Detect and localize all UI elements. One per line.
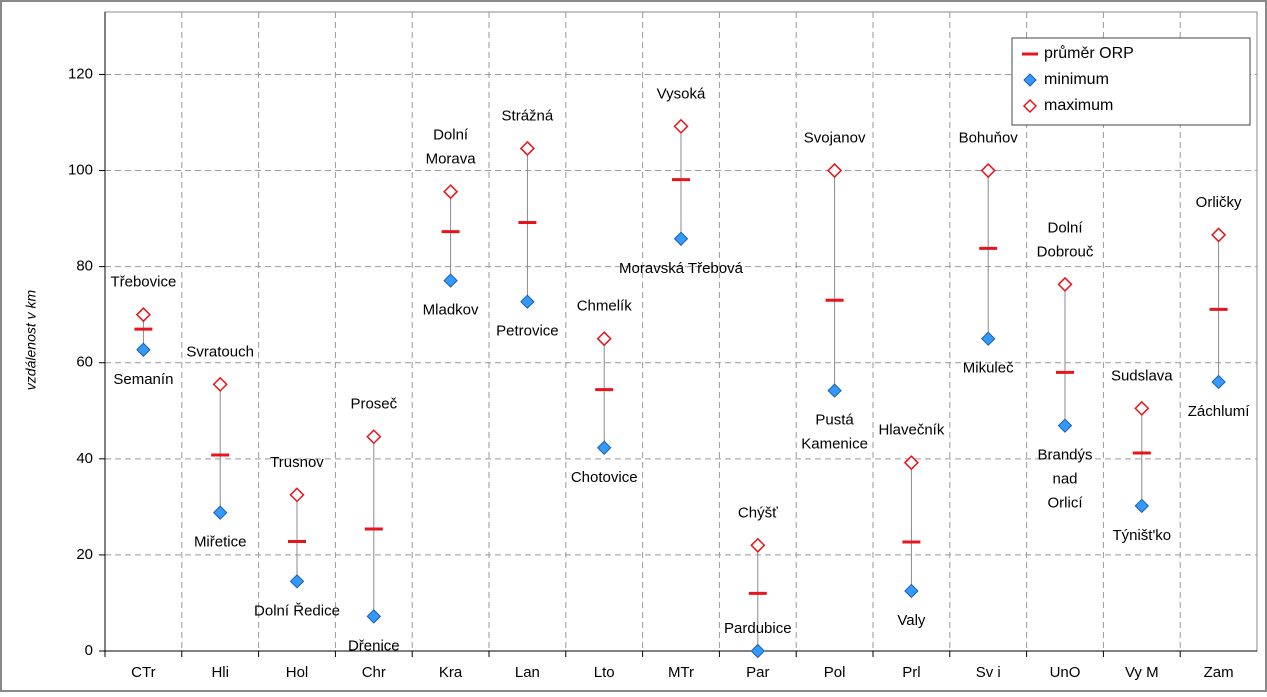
x-tick-label: Prl	[902, 664, 920, 681]
y-tick-label: 0	[85, 642, 93, 659]
legend-label: minimum	[1044, 71, 1109, 88]
x-tick-label: CTr	[131, 664, 155, 681]
legend-box	[1011, 37, 1251, 126]
maximum-marker	[366, 429, 382, 445]
maximum-marker	[1057, 276, 1073, 292]
minimum-marker	[1211, 374, 1226, 390]
minimum-marker	[443, 273, 458, 288]
point-label: Týništ'ko	[1112, 527, 1171, 544]
minimum-marker	[980, 331, 996, 346]
point-label: Dolní Dobrouč	[1037, 219, 1094, 260]
minimum-marker	[366, 609, 382, 624]
minimum-marker	[136, 342, 151, 357]
point-label: Hlavečník	[878, 422, 944, 439]
maximum-marker	[827, 162, 843, 179]
point-label: Strážná	[502, 107, 554, 124]
x-tick-label: Chr	[362, 664, 386, 681]
legend-label: průměr ORP	[1044, 44, 1134, 62]
maximum-marker	[519, 140, 535, 157]
point-label: Třebovice	[110, 274, 176, 291]
maximum-marker	[1211, 227, 1227, 243]
legend-label: maximum	[1044, 97, 1113, 114]
point-label: Valy	[897, 612, 926, 629]
point-label: Mikuleč	[963, 360, 1014, 377]
minimum-marker	[673, 231, 689, 246]
x-tick-label: Lto	[594, 664, 615, 681]
point-label: Záchlumí	[1188, 403, 1251, 420]
point-label: Petrovice	[496, 323, 559, 340]
minimum-marker	[750, 643, 766, 659]
point-label: Orličky	[1196, 194, 1242, 211]
y-tick-label: 120	[68, 65, 93, 82]
maximum-marker	[596, 331, 612, 347]
minimum-marker	[1134, 498, 1150, 514]
point-label: Chotovice	[571, 469, 638, 486]
legend-swatch	[1023, 73, 1037, 87]
y-tick-label: 100	[68, 162, 93, 179]
point-label: Svratouch	[186, 343, 254, 360]
maximum-marker	[212, 376, 228, 392]
point-label: Trusnov	[270, 454, 324, 471]
y-tick-label: 20	[76, 546, 93, 563]
legend-swatch	[1022, 98, 1038, 114]
point-label: Vysoká	[657, 85, 706, 102]
minimum-marker	[827, 383, 842, 398]
x-tick-label: Vy M	[1125, 664, 1159, 681]
point-label: Chmelík	[577, 298, 633, 315]
point-label: Dolní Ředice	[254, 602, 340, 619]
point-label: Chýšť	[738, 504, 778, 521]
minimum-marker	[1057, 418, 1073, 433]
y-axis-label: vzdálenost v km	[23, 289, 39, 390]
x-tick-label: Hli	[211, 664, 229, 681]
point-label: Pardubice	[724, 620, 792, 637]
maximum-marker	[135, 307, 151, 323]
point-label: Semanín	[113, 371, 173, 388]
minimum-marker	[520, 294, 535, 309]
x-tick-label: Zam	[1204, 664, 1234, 681]
x-tick-label: Kra	[439, 664, 463, 681]
point-label: Moravská Třebová	[619, 260, 744, 277]
y-tick-label: 80	[76, 258, 93, 275]
point-label: Mladkov	[423, 302, 479, 319]
maximum-marker	[289, 487, 305, 503]
maximum-marker	[750, 537, 766, 553]
minimum-marker	[212, 505, 228, 520]
maximum-marker	[673, 118, 689, 134]
maximum-marker	[443, 184, 459, 200]
point-label: Sudslava	[1111, 367, 1173, 384]
y-tick-label: 60	[76, 354, 93, 371]
minimum-marker	[596, 440, 612, 455]
point-label: Svojanov	[804, 130, 866, 147]
x-tick-label: Par	[746, 664, 769, 681]
point-label: Dřenice	[348, 637, 400, 654]
x-tick-label: UnO	[1050, 664, 1081, 681]
x-tick-label: Sv i	[976, 664, 1001, 681]
point-label: Miřetice	[194, 534, 247, 551]
point-label: Brandýs nad Orlicí	[1037, 447, 1092, 512]
minimum-marker	[904, 583, 919, 599]
minimum-marker	[289, 574, 305, 589]
x-tick-label: Hol	[286, 664, 309, 681]
x-tick-label: Pol	[824, 664, 846, 681]
point-label: Proseč	[350, 396, 397, 413]
maximum-marker	[980, 162, 996, 179]
point-label: Pustá Kamenice	[801, 412, 868, 453]
x-tick-label: MTr	[668, 664, 694, 681]
point-label: Bohuňov	[959, 130, 1019, 147]
x-tick-label: Lan	[515, 664, 540, 681]
maximum-marker	[1134, 400, 1150, 416]
y-tick-label: 40	[76, 450, 93, 467]
point-label: Dolní Morava	[426, 127, 477, 168]
maximum-marker	[903, 455, 919, 471]
